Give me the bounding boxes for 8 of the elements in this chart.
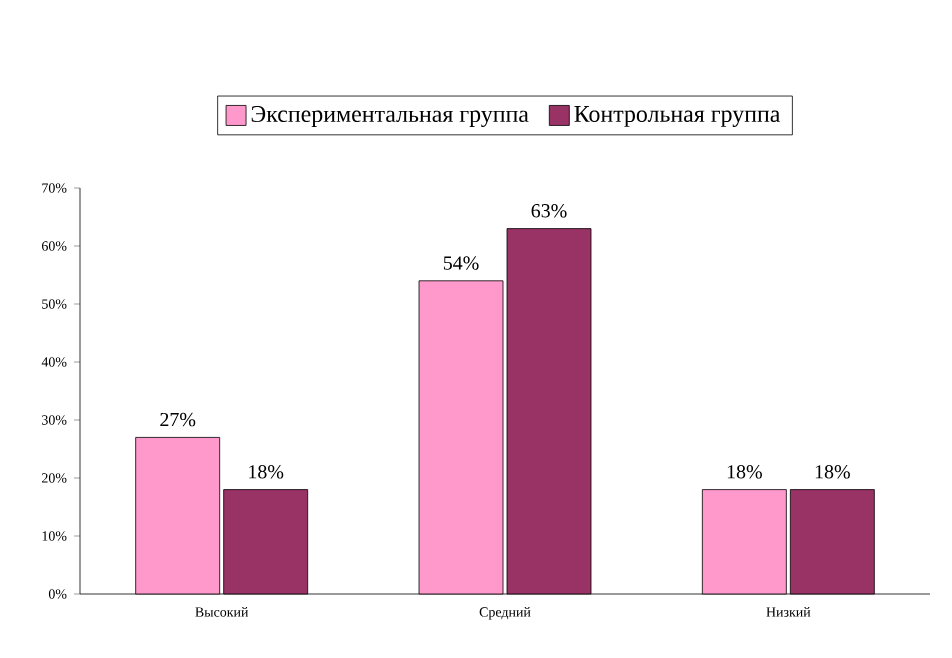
data-label: 18% [249,465,284,479]
data-label: 27% [160,412,196,427]
data-label: 18% [815,465,850,479]
legend-label: Экспериментальная группа [251,106,529,128]
data-label: 54% [443,256,479,270]
legend-label: Контрольная группа [574,106,781,127]
data-label: 63% [531,204,567,218]
data-label: 18% [727,465,762,479]
